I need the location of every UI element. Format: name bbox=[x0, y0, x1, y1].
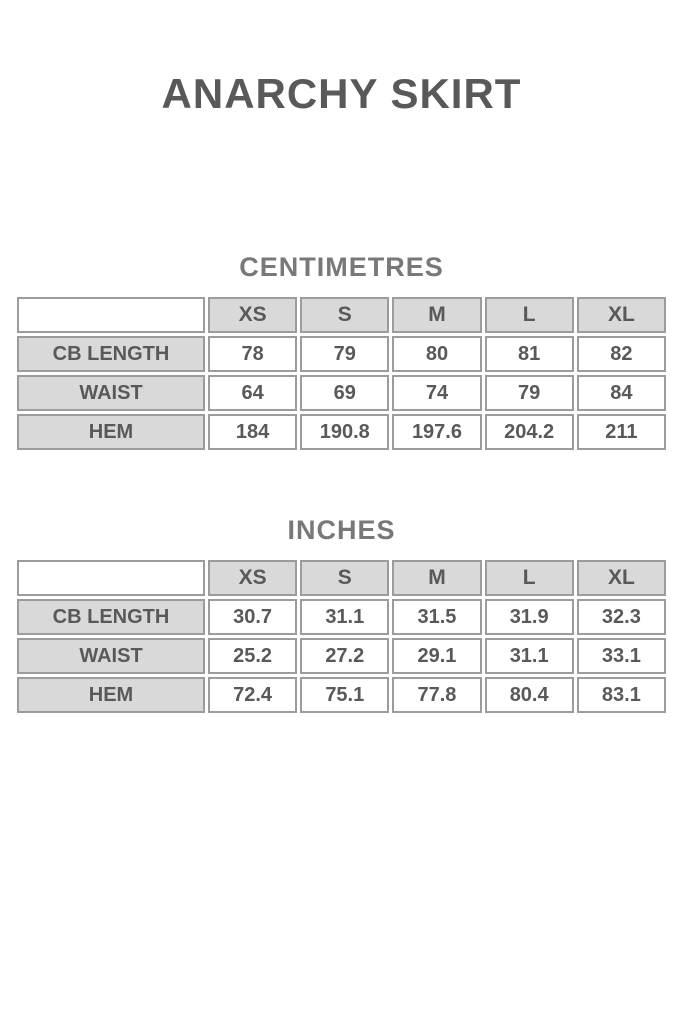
measurement-value: 77.8 bbox=[392, 677, 482, 713]
measurement-label: CB LENGTH bbox=[17, 336, 205, 372]
measurement-value: 79 bbox=[300, 336, 390, 372]
measurement-value: 197.6 bbox=[392, 414, 482, 450]
measurement-value: 184 bbox=[208, 414, 298, 450]
inches-heading: INCHES bbox=[287, 515, 396, 545]
measurement-row: HEM 184 190.8 197.6 204.2 211 bbox=[17, 414, 666, 450]
measurement-value: 82 bbox=[576, 336, 666, 372]
measurement-label: CB LENGTH bbox=[17, 599, 205, 635]
measurement-value: 27.2 bbox=[300, 638, 390, 674]
measurement-row: CB LENGTH 78 79 80 81 82 bbox=[17, 336, 666, 372]
measurement-label: HEM bbox=[17, 414, 205, 450]
size-column-header: XL bbox=[576, 297, 666, 333]
size-column-header: XL bbox=[576, 560, 666, 596]
centimetres-table: XS S M L XL CB LENGTH 78 79 80 81 82 WAIST 64 69 74 79 8… bbox=[14, 294, 669, 453]
measurement-row: WAIST 25.2 27.2 29.1 31.1 33.1 bbox=[17, 638, 666, 674]
size-column-header: M bbox=[392, 560, 482, 596]
measurement-value: 80 bbox=[392, 336, 482, 372]
measurement-label: HEM bbox=[17, 677, 205, 713]
measurement-value: 75.1 bbox=[300, 677, 390, 713]
measurement-value: 31.1 bbox=[484, 638, 574, 674]
measurement-value: 33.1 bbox=[576, 638, 666, 674]
measurement-value: 78 bbox=[208, 336, 298, 372]
measurement-value: 30.7 bbox=[208, 599, 298, 635]
measurement-value: 84 bbox=[576, 375, 666, 411]
corner-cell bbox=[17, 297, 205, 333]
size-column-header: XS bbox=[208, 560, 298, 596]
measurement-value: 72.4 bbox=[208, 677, 298, 713]
centimetres-section: CENTIMETRES XS S M L XL CB LENGTH 78 79 80 81 82 WA… bbox=[0, 251, 683, 453]
size-column-header: S bbox=[300, 560, 390, 596]
size-header-row: XS S M L XL bbox=[17, 560, 666, 596]
corner-cell bbox=[17, 560, 205, 596]
measurement-value: 31.9 bbox=[484, 599, 574, 635]
size-column-header: L bbox=[484, 560, 574, 596]
page-title: ANARCHY SKIRT bbox=[161, 70, 522, 117]
measurement-value: 83.1 bbox=[576, 677, 666, 713]
measurement-label: WAIST bbox=[17, 638, 205, 674]
measurement-value: 81 bbox=[484, 336, 574, 372]
measurement-label: WAIST bbox=[17, 375, 205, 411]
inches-table: XS S M L XL CB LENGTH 30.7 31.1 31.5 31.9 32.3 WAIS… bbox=[14, 557, 669, 716]
measurement-value: 32.3 bbox=[576, 599, 666, 635]
size-column-header: XS bbox=[208, 297, 298, 333]
measurement-value: 31.1 bbox=[300, 599, 390, 635]
measurement-value: 79 bbox=[484, 375, 574, 411]
measurement-row: HEM 72.4 75.1 77.8 80.4 83.1 bbox=[17, 677, 666, 713]
size-header-row: XS S M L XL bbox=[17, 297, 666, 333]
measurement-value: 29.1 bbox=[392, 638, 482, 674]
measurement-value: 69 bbox=[300, 375, 390, 411]
measurement-value: 74 bbox=[392, 375, 482, 411]
size-column-header: S bbox=[300, 297, 390, 333]
measurement-value: 80.4 bbox=[484, 677, 574, 713]
size-column-header: L bbox=[484, 297, 574, 333]
measurement-value: 31.5 bbox=[392, 599, 482, 635]
measurement-row: WAIST 64 69 74 79 84 bbox=[17, 375, 666, 411]
measurement-value: 190.8 bbox=[300, 414, 390, 450]
measurement-value: 204.2 bbox=[484, 414, 574, 450]
measurement-value: 211 bbox=[576, 414, 666, 450]
centimetres-heading: CENTIMETRES bbox=[239, 252, 444, 282]
inches-section: INCHES XS S M L XL CB LENGTH 30.7 31.1 31.5 31.9 3… bbox=[0, 514, 683, 716]
measurement-value: 64 bbox=[208, 375, 298, 411]
size-column-header: M bbox=[392, 297, 482, 333]
measurement-value: 25.2 bbox=[208, 638, 298, 674]
measurement-row: CB LENGTH 30.7 31.1 31.5 31.9 32.3 bbox=[17, 599, 666, 635]
